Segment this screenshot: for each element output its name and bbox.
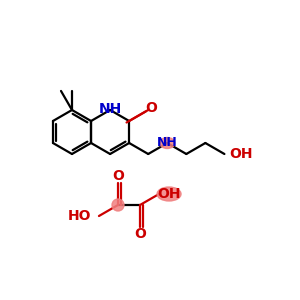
Text: O: O <box>145 101 157 116</box>
Ellipse shape <box>157 187 181 201</box>
Text: O: O <box>112 169 124 183</box>
Text: NH: NH <box>98 102 122 116</box>
Text: O: O <box>134 227 146 241</box>
Text: OH: OH <box>230 147 253 161</box>
Text: HO: HO <box>68 209 91 223</box>
Text: NH: NH <box>157 136 178 149</box>
Text: OH: OH <box>157 187 181 201</box>
Ellipse shape <box>160 137 175 148</box>
Ellipse shape <box>112 199 124 211</box>
